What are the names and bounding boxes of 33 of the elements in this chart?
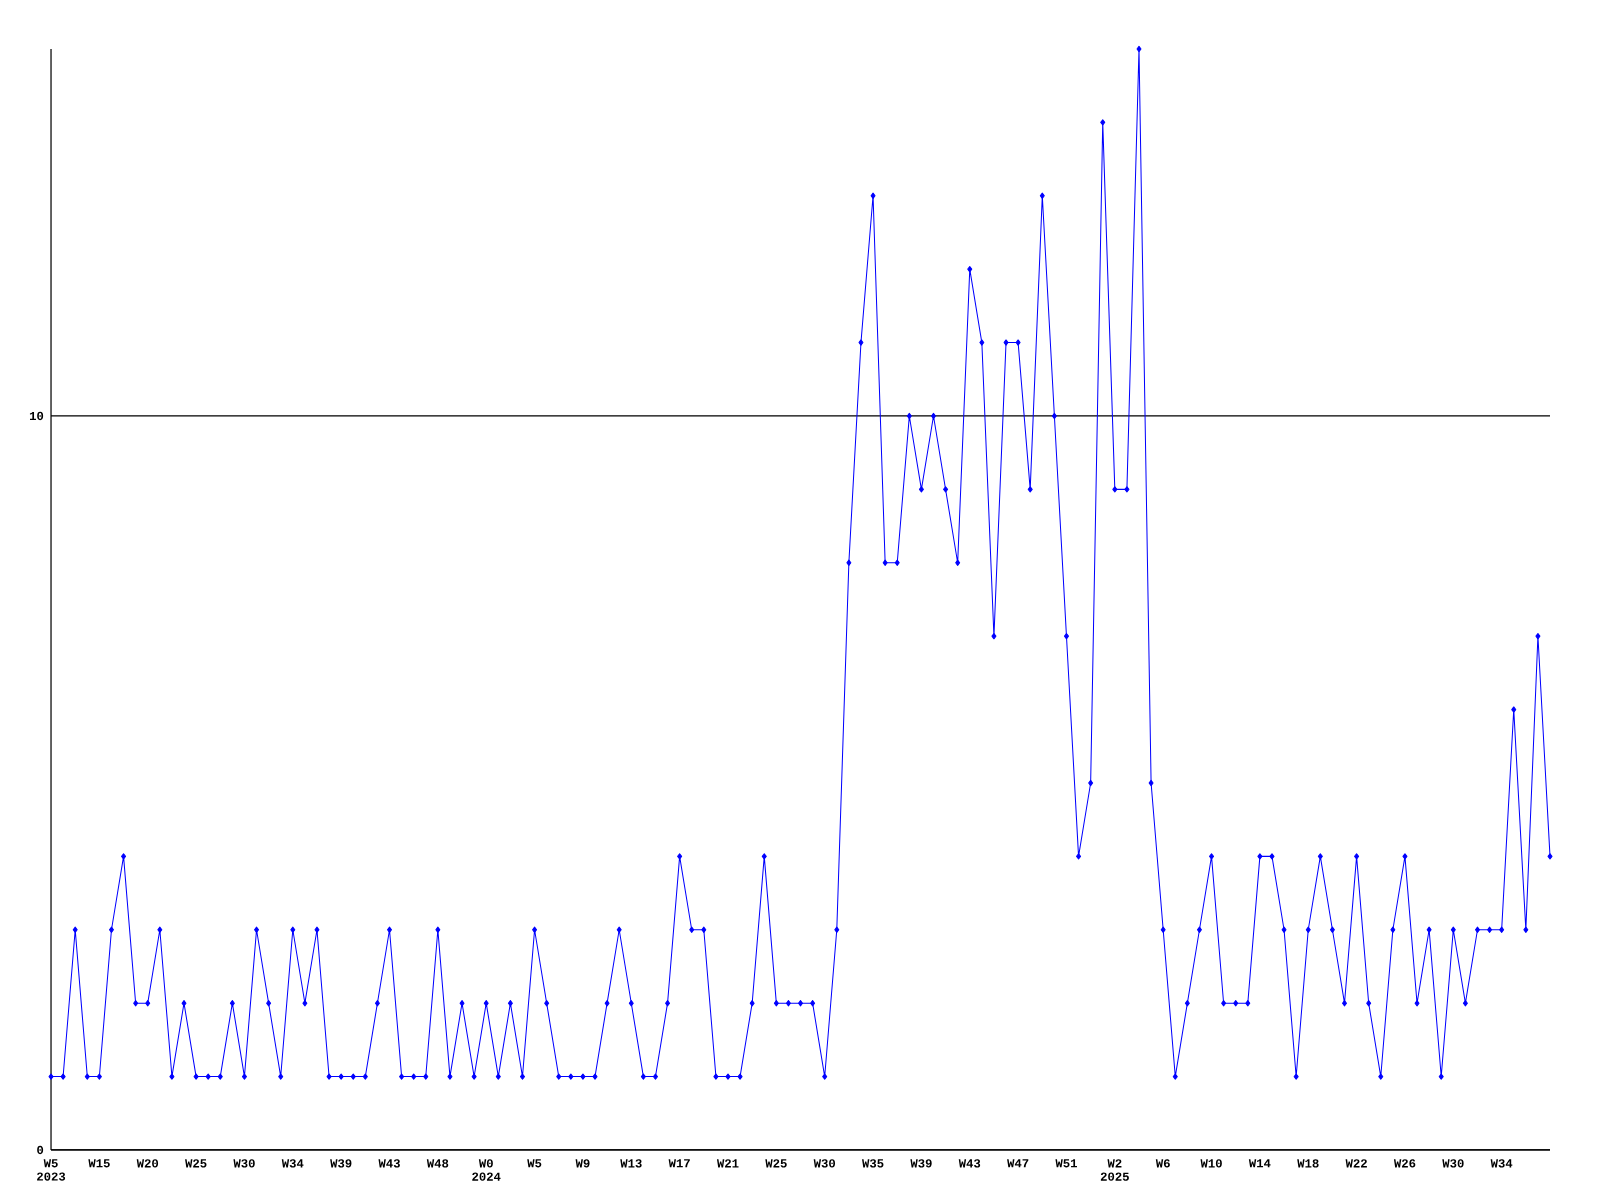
x-tick-label: W47 — [1007, 1159, 1029, 1168]
x-tick-label: W26 — [1393, 1159, 1416, 1168]
x-tick-label: W18 — [1297, 1159, 1319, 1168]
x-tick-label: W20 — [136, 1159, 159, 1168]
x-tick-label: W43 — [378, 1159, 400, 1168]
x-tick-label: W39 — [910, 1159, 932, 1168]
x-tick-label: W25 — [185, 1159, 207, 1168]
x-tick-label: W0 2024 — [472, 1159, 501, 1181]
x-tick-label: W13 — [620, 1159, 642, 1168]
x-tick-label: W17 — [668, 1159, 690, 1168]
x-tick-label: W30 — [1442, 1159, 1464, 1168]
x-tick-label: W34 — [1490, 1159, 1513, 1168]
x-tick-label: W30 — [813, 1159, 836, 1168]
x-tick-label: W2 2025 — [1100, 1159, 1129, 1181]
x-tick-label: W43 — [958, 1159, 981, 1168]
y-tick-label: 0 — [37, 1145, 44, 1155]
x-tick-label: W21 — [716, 1159, 739, 1168]
x-tick-label: W5 — [527, 1159, 542, 1168]
x-tick-label: W48 — [426, 1159, 449, 1168]
x-tick-label: W9 — [575, 1159, 590, 1168]
x-tick-label: W34 — [281, 1159, 304, 1168]
x-tick-label: W10 — [1200, 1159, 1222, 1168]
x-tick-label: W35 — [862, 1159, 884, 1168]
x-tick-label: W15 — [88, 1159, 110, 1168]
x-tick-label: W14 — [1248, 1159, 1271, 1168]
x-tick-label: W6 — [1155, 1159, 1170, 1168]
x-tick-label: W5 2023 — [37, 1159, 66, 1181]
x-tick-label: W22 — [1345, 1159, 1367, 1168]
x-tick-label: W51 — [1055, 1159, 1077, 1168]
x-tick-label: W39 — [330, 1159, 352, 1168]
x-tick-label: W25 — [765, 1159, 787, 1168]
y-tick-label: 10 — [29, 411, 44, 421]
x-tick-label: W30 — [233, 1159, 255, 1168]
